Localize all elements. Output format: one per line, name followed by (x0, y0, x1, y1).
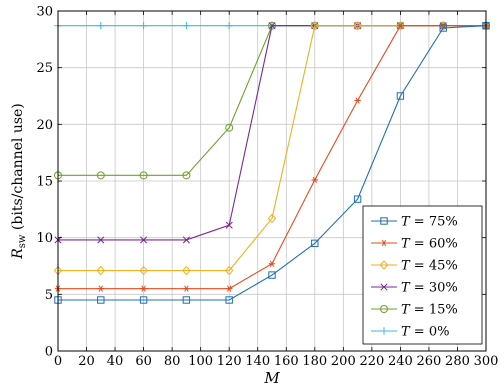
legend-marker (380, 327, 388, 335)
legend-marker (379, 260, 389, 270)
data-point (310, 20, 320, 31)
series-line (58, 25, 486, 176)
data-point (97, 285, 104, 292)
y-tick-label: 0 (45, 345, 53, 360)
data-point (96, 171, 105, 180)
data-point (139, 265, 148, 276)
legend-item: T = 45% (371, 259, 458, 274)
legend-label: T = 0% (401, 325, 449, 340)
data-point (311, 176, 318, 184)
legend-item: T = 15% (371, 303, 458, 318)
y-tick-label: 20 (36, 118, 53, 133)
legend-marker (380, 305, 388, 313)
data-point (396, 20, 405, 31)
legend-item: T = 30% (371, 281, 458, 296)
legend-label: T = 45% (401, 259, 458, 274)
x-axis-label: M (263, 369, 280, 387)
legend-label: T = 60% (401, 237, 458, 252)
axis-labels: M Rsw (bits/channel use) (10, 103, 280, 387)
data-point (268, 260, 276, 267)
legend-item: T = 60% (371, 237, 458, 252)
y-tick-label: 30 (36, 5, 53, 20)
x-tick-label: 200 (331, 354, 356, 369)
data-point (97, 236, 105, 244)
data-point (353, 20, 362, 31)
series-group (53, 20, 491, 304)
data-point (182, 22, 191, 30)
data-point (139, 171, 148, 180)
legend-label: T = 75% (401, 215, 458, 230)
x-tick-label: 0 (54, 354, 62, 369)
data-point (182, 296, 191, 304)
data-point (268, 271, 276, 279)
data-point (97, 22, 105, 30)
data-point (225, 123, 234, 132)
x-tick-label: 280 (445, 354, 470, 369)
series-line (58, 25, 487, 301)
x-tick-label: 20 (78, 354, 95, 369)
data-point (439, 24, 447, 32)
x-tick-label: 140 (245, 354, 270, 369)
data-point (224, 265, 234, 276)
y-tick-label: 25 (36, 61, 53, 76)
y-tick-label: 15 (36, 175, 53, 190)
x-tick-label: 40 (107, 354, 124, 369)
y-tick-label: 5 (45, 288, 53, 303)
data-point (140, 285, 147, 292)
data-point (354, 97, 361, 104)
x-tick-label: 300 (474, 354, 499, 369)
data-point (183, 285, 190, 292)
legend-label: T = 30% (401, 281, 458, 296)
data-point (268, 22, 276, 30)
data-point (226, 285, 233, 292)
legend-marker (380, 283, 388, 291)
x-ticks: 0 20 40 60 80 100 120 140 160 180 200 220 240 260 280 3… (54, 11, 499, 369)
x-tick-label: 240 (388, 354, 413, 369)
data-point (225, 221, 233, 229)
data-point (97, 296, 105, 304)
data-point (353, 195, 362, 203)
legend-marker (380, 217, 388, 225)
x-tick-label: 260 (417, 354, 442, 369)
data-point (225, 296, 233, 304)
data-point (267, 213, 277, 224)
data-point (396, 92, 405, 100)
data-point (182, 171, 191, 180)
x-tick-label: 180 (302, 354, 327, 369)
y-ticks: 0 5 10 15 20 25 30 (36, 5, 486, 360)
legend-item: T = 75% (371, 215, 458, 230)
data-point (182, 236, 190, 244)
y-axis-label: Rsw (bits/channel use) (10, 103, 28, 260)
legend-label: T = 15% (401, 303, 458, 318)
data-point (182, 265, 191, 276)
legend-item: T = 0% (371, 325, 449, 340)
data-point (225, 22, 233, 30)
series-t-15- (54, 21, 490, 180)
legend-box (362, 205, 483, 345)
x-tick-label: 120 (217, 354, 242, 369)
data-point (140, 236, 148, 244)
legend-marker (380, 239, 388, 247)
x-tick-label: 80 (164, 354, 181, 369)
x-tick-label: 60 (135, 354, 152, 369)
data-point (311, 239, 319, 248)
x-tick-label: 220 (359, 354, 384, 369)
data-point (139, 22, 148, 30)
x-tick-label: 100 (188, 354, 213, 369)
data-point (96, 265, 106, 276)
x-tick-label: 160 (274, 354, 299, 369)
data-point (139, 296, 148, 304)
legend: T = 75% T = 60% T = 45% T = 30% T = 15% T = 0… (362, 205, 483, 345)
y-tick-label: 10 (36, 231, 53, 246)
data-point (397, 22, 404, 29)
series-t-60- (54, 22, 490, 292)
